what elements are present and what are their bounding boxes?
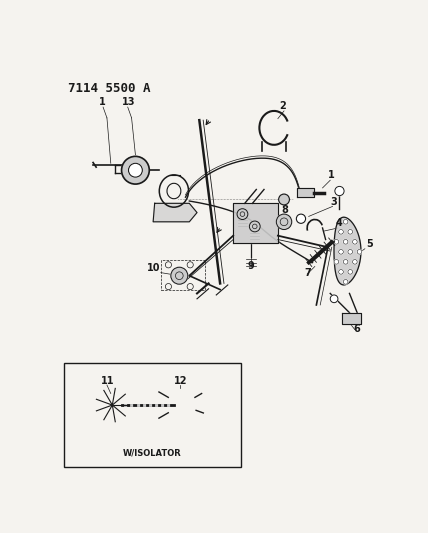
Circle shape — [172, 396, 191, 414]
Bar — [233, 203, 278, 244]
Text: 3: 3 — [330, 197, 337, 207]
Text: 13: 13 — [122, 97, 136, 107]
Circle shape — [237, 209, 248, 220]
Text: 8: 8 — [282, 205, 288, 215]
Text: 12: 12 — [174, 376, 187, 385]
Circle shape — [348, 230, 353, 234]
Circle shape — [122, 156, 149, 184]
Bar — [297, 188, 314, 197]
Circle shape — [343, 220, 348, 224]
Text: 2: 2 — [279, 101, 286, 111]
Circle shape — [339, 270, 343, 274]
Circle shape — [276, 214, 292, 230]
Text: 9: 9 — [247, 261, 254, 271]
Circle shape — [343, 280, 348, 284]
Polygon shape — [153, 203, 197, 222]
Text: 5: 5 — [366, 239, 373, 249]
Circle shape — [171, 267, 188, 284]
Circle shape — [339, 230, 343, 234]
Text: 6: 6 — [354, 324, 360, 334]
Circle shape — [330, 295, 338, 303]
Circle shape — [343, 260, 348, 264]
Polygon shape — [342, 313, 361, 324]
Circle shape — [250, 221, 260, 232]
Text: 1: 1 — [328, 170, 335, 180]
Text: 10: 10 — [147, 263, 160, 273]
Circle shape — [357, 249, 362, 254]
Text: 7: 7 — [305, 269, 312, 278]
Circle shape — [187, 262, 193, 268]
Circle shape — [334, 260, 339, 264]
Circle shape — [334, 239, 339, 244]
Text: 7114 5500 A: 7114 5500 A — [68, 82, 151, 95]
Circle shape — [187, 284, 193, 289]
Circle shape — [296, 214, 306, 223]
Circle shape — [343, 239, 348, 244]
Circle shape — [108, 400, 117, 410]
Circle shape — [335, 187, 344, 196]
Circle shape — [353, 239, 357, 244]
Circle shape — [165, 284, 172, 289]
Circle shape — [339, 249, 343, 254]
Circle shape — [165, 262, 172, 268]
Circle shape — [102, 395, 122, 415]
Circle shape — [348, 249, 353, 254]
Circle shape — [166, 390, 197, 421]
Text: 4: 4 — [336, 219, 342, 229]
Circle shape — [279, 194, 289, 205]
Circle shape — [128, 163, 143, 177]
Circle shape — [348, 270, 353, 274]
Polygon shape — [334, 217, 361, 285]
Circle shape — [178, 401, 185, 409]
Text: W/ISOLATOR: W/ISOLATOR — [123, 448, 182, 457]
Circle shape — [353, 260, 357, 264]
Text: 11: 11 — [101, 376, 114, 385]
Text: 1: 1 — [98, 97, 105, 107]
Bar — [64, 363, 241, 467]
